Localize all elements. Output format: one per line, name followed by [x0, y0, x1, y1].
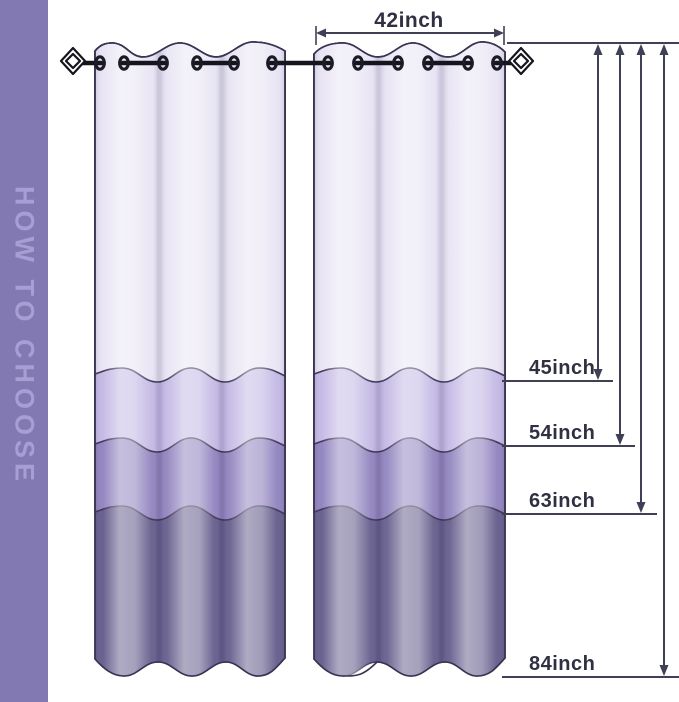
- length-dimension-label: 54inch: [529, 422, 595, 444]
- arrow-right-icon: [494, 28, 504, 38]
- length-dimension-84: 84inch: [502, 44, 679, 678]
- width-dimension: 42inch: [315, 9, 505, 45]
- length-dimension-54: 54inch: [502, 44, 635, 447]
- fabric-sheen: [94, 41, 286, 677]
- fabric-sheen: [313, 41, 506, 677]
- grommet-icon: [157, 55, 169, 71]
- arrow-up-icon: [659, 44, 669, 55]
- grommet-icon: [352, 55, 364, 71]
- curtain-rod: [59, 46, 535, 76]
- length-dimension-63: 63inch: [502, 44, 657, 515]
- grommet-icon: [191, 55, 203, 71]
- grommet-icon: [392, 55, 404, 71]
- arrow-down-icon: [615, 434, 625, 445]
- sidebar-title: HOW TO CHOOSE: [9, 186, 40, 487]
- left-finial-icon: [59, 46, 87, 76]
- grommets: [94, 55, 503, 71]
- grommet-icon: [491, 55, 503, 71]
- grommet-icon: [322, 55, 334, 71]
- grommet-icon: [118, 55, 130, 71]
- right-finial-icon: [507, 46, 535, 76]
- length-dimensions: 45inch 54inch 63inch: [502, 42, 679, 678]
- arrow-up-icon: [615, 44, 625, 55]
- length-dimension-45: 45inch: [502, 44, 613, 382]
- grommet-icon: [94, 55, 106, 71]
- grommet-icon: [228, 55, 240, 71]
- grommet-icon: [266, 55, 278, 71]
- arrow-down-icon: [659, 665, 669, 676]
- curtain-panel-left: [94, 41, 286, 677]
- grommet-icon: [462, 55, 474, 71]
- length-dimension-label: 45inch: [529, 357, 595, 379]
- width-dimension-label: 42inch: [374, 9, 444, 32]
- sidebar: HOW TO CHOOSE: [0, 0, 48, 702]
- curtain-panel-right: [313, 41, 506, 677]
- arrow-left-icon: [316, 28, 326, 38]
- length-dimension-label: 84inch: [529, 653, 595, 675]
- arrow-down-icon: [636, 502, 646, 513]
- length-dimension-label: 63inch: [529, 490, 595, 512]
- arrow-down-icon: [593, 369, 603, 380]
- arrow-up-icon: [636, 44, 646, 55]
- arrow-up-icon: [593, 44, 603, 55]
- grommet-icon: [422, 55, 434, 71]
